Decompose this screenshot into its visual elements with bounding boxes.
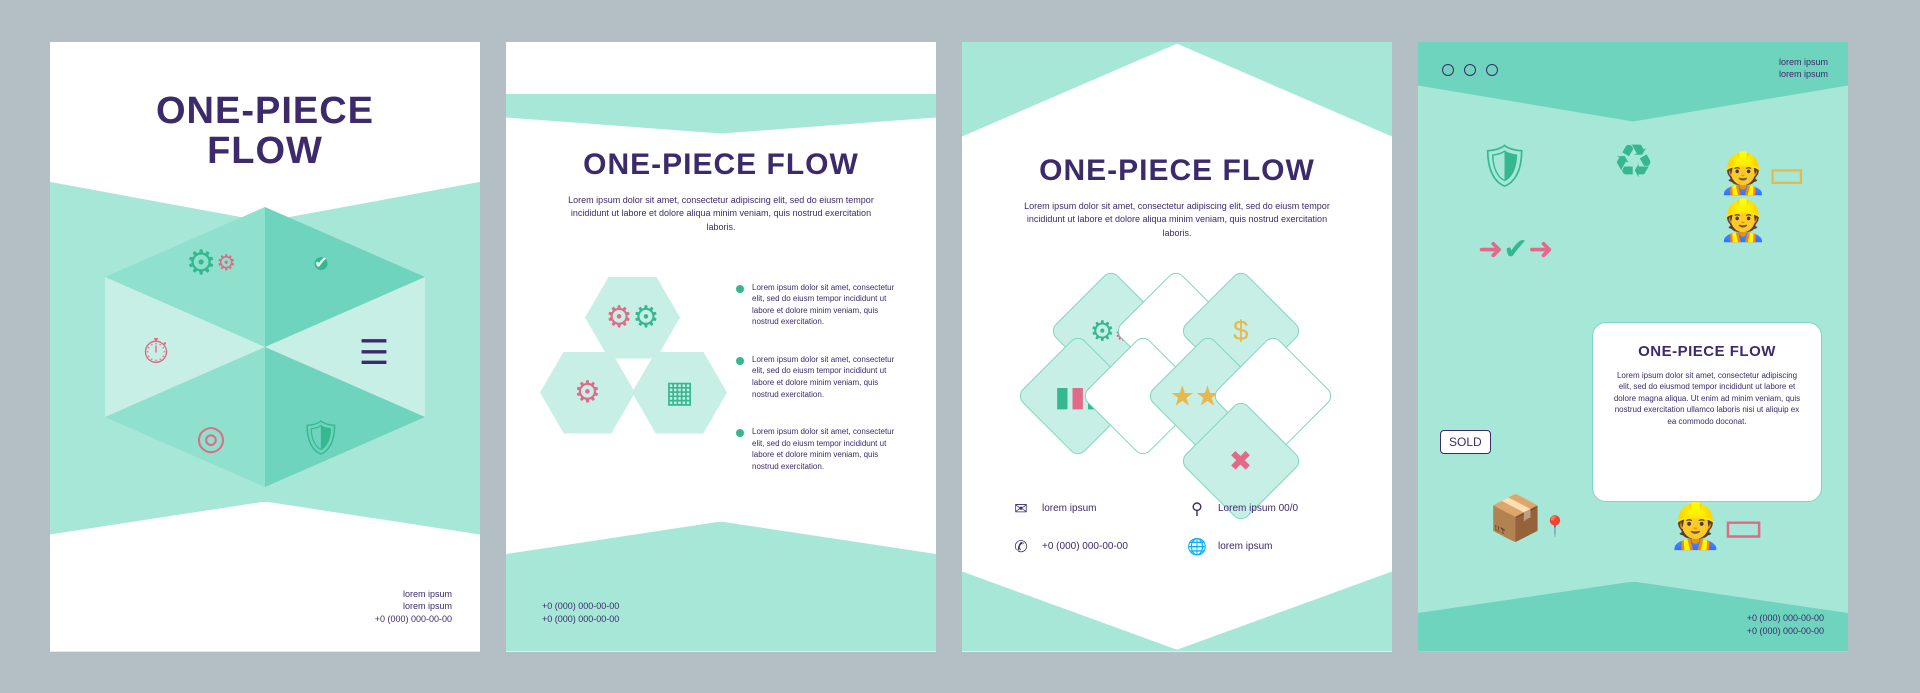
panel-2-phones: +0 (000) 000-00-00 +0 (000) 000-00-00 — [542, 600, 619, 625]
mail-icon: ✉ — [1010, 499, 1032, 519]
title-line-1: ONE-PIECE — [156, 90, 374, 132]
panel-2-hexagons: ⚙⚙ ⚙ ▦ — [540, 277, 730, 497]
tag-line-2: lorem ipsum — [1779, 68, 1828, 81]
gears-play-icon: ⚙⚙ — [175, 227, 247, 299]
gear-magnify-icon: ⚙ — [540, 352, 635, 434]
contact-phone: ✆ +0 (000) 000-00-00 — [1010, 537, 1168, 557]
corner-bl — [962, 572, 1182, 652]
panel-3-diamond-grid: ⚙⚙ $ ▮▮▮ ★★★ ✖ — [997, 277, 1357, 487]
panel-3-subtitle: Lorem ipsum dolor sit amet, consectetur … — [1018, 200, 1336, 241]
shield-gear-icon: 🛡 — [1478, 142, 1531, 191]
bullet-3: Lorem ipsum dolor sit amet, consectetur … — [736, 426, 906, 472]
panel-1-header: ONE-PIECE FLOW — [50, 42, 480, 222]
contact-pin: ⚲ Lorem ipsum 00/0 — [1186, 499, 1344, 519]
badge-check-icon: ●✔ — [285, 227, 357, 299]
panel-1-title: ONE-PIECE FLOW — [156, 92, 374, 172]
corner-tr — [1172, 42, 1392, 137]
phone-2: +0 (000) 000-00-00 — [542, 613, 619, 626]
bullet-dot-icon — [736, 429, 744, 437]
panel-4-body: 🛡 ♻ 👷▭👷 ➜✔➜ SOLD 📦 📦📍 👷▭ ONE-PIECE FLOW … — [1418, 122, 1848, 582]
contact-globe: 🌐 lorem ipsum — [1186, 537, 1344, 557]
bullet-3-text: Lorem ipsum dolor sit amet, consectetur … — [752, 426, 906, 472]
panel-3: ONE-PIECE FLOW Lorem ipsum dolor sit ame… — [962, 42, 1392, 652]
contact-line-2: lorem ipsum — [375, 600, 452, 613]
tag-line-1: lorem ipsum — [1779, 56, 1828, 69]
panel-1-icons: ⚙⚙ ●✔ ⏱ ☰ ◎ 🛡 — [120, 227, 410, 477]
bullet-dot-icon — [736, 357, 744, 365]
panel-1: ONE-PIECE FLOW ⚙⚙ ●✔ ⏱ ☰ ◎ 🛡 lorem ipsum… — [50, 42, 480, 652]
bullet-2-text: Lorem ipsum dolor sit amet, consectetur … — [752, 354, 906, 400]
globe-icon: 🌐 — [1186, 537, 1208, 557]
panel-1-contact: lorem ipsum lorem ipsum +0 (000) 000-00-… — [375, 588, 452, 626]
sold-sign-icon: SOLD — [1440, 430, 1491, 454]
sliders-icon: ☰ — [338, 317, 410, 389]
contact-globe-text: lorem ipsum — [1218, 541, 1272, 552]
panel-4-phones: +0 (000) 000-00-00 +0 (000) 000-00-00 — [1747, 612, 1824, 637]
bullet-2: Lorem ipsum dolor sit amet, consectetur … — [736, 354, 906, 400]
bullet-1-text: Lorem ipsum dolor sit amet, consectetur … — [752, 282, 906, 328]
panel-3-contacts: ✉ lorem ipsum ⚲ Lorem ipsum 00/0 ✆ +0 (000)… — [1010, 499, 1344, 557]
contact-mail: ✉ lorem ipsum — [1010, 499, 1168, 519]
box-location-icon: 📦📍 — [1488, 492, 1568, 544]
bullet-1: Lorem ipsum dolor sit amet, consectetur … — [736, 282, 906, 328]
stopwatch-icon: ⏱ — [120, 317, 192, 389]
corner-tl — [962, 42, 1182, 137]
corner-br — [1172, 572, 1392, 652]
target-gear-icon: ◎ — [175, 402, 247, 474]
panel-4-card: ONE-PIECE FLOW Lorem ipsum dolor sit ame… — [1592, 322, 1822, 502]
panel-1-footer-shape — [50, 502, 480, 652]
phone-icon: ✆ — [1010, 537, 1032, 557]
contact-phone-text: +0 (000) 000-00-00 — [1042, 541, 1128, 552]
dot-icon — [1486, 64, 1498, 76]
contact-mail-text: lorem ipsum — [1042, 503, 1096, 514]
contact-pin-text: Lorem ipsum 00/0 — [1218, 503, 1298, 514]
bullet-dot-icon — [736, 285, 744, 293]
conveyor-gears-icon: ⚙⚙ — [585, 277, 680, 359]
card-title: ONE-PIECE FLOW — [1611, 343, 1803, 360]
phone-2: +0 (000) 000-00-00 — [1747, 625, 1824, 638]
phone-1: +0 (000) 000-00-00 — [1747, 612, 1824, 625]
dot-icon — [1464, 64, 1476, 76]
recycle-bin-icon: ♻ — [1613, 134, 1654, 188]
dot-icon — [1442, 64, 1454, 76]
robot-arm-icon: 👷▭ — [1668, 500, 1764, 552]
panel-4-tag: lorem ipsum lorem ipsum — [1779, 56, 1828, 81]
decorative-dots — [1442, 64, 1498, 76]
phone-1: +0 (000) 000-00-00 — [542, 600, 619, 613]
title-line-2: FLOW — [207, 130, 323, 172]
panel-2-band — [506, 94, 936, 134]
panel-4-top-shape — [1418, 42, 1848, 122]
panel-2-bullets: Lorem ipsum dolor sit amet, consectetur … — [736, 282, 906, 499]
panel-3-title: ONE-PIECE FLOW — [962, 154, 1392, 188]
contact-phone: +0 (000) 000-00-00 — [375, 613, 452, 626]
contact-line-1: lorem ipsum — [375, 588, 452, 601]
flowchart-icon: ▦ — [632, 352, 727, 434]
card-body: Lorem ipsum dolor sit amet, consectetur … — [1611, 370, 1803, 428]
panel-2-subtitle: Lorem ipsum dolor sit amet, consectetur … — [556, 194, 886, 235]
workers-conveyor-icon: 👷▭👷 — [1718, 150, 1848, 244]
panel-2-footer-shape — [506, 522, 936, 652]
pin-icon: ⚲ — [1186, 499, 1208, 519]
brochure-set: ONE-PIECE FLOW ⚙⚙ ●✔ ⏱ ☰ ◎ 🛡 lorem ipsum… — [50, 42, 1870, 652]
panel-4: lorem ipsum lorem ipsum 🛡 ♻ 👷▭👷 ➜✔➜ SOLD… — [1418, 42, 1848, 652]
flow-arrows-icon: ➜✔➜ — [1478, 232, 1553, 267]
panel-2-title: ONE-PIECE FLOW — [506, 148, 936, 182]
shield-check-icon: 🛡 — [285, 402, 357, 474]
panel-2: ONE-PIECE FLOW Lorem ipsum dolor sit ame… — [506, 42, 936, 652]
